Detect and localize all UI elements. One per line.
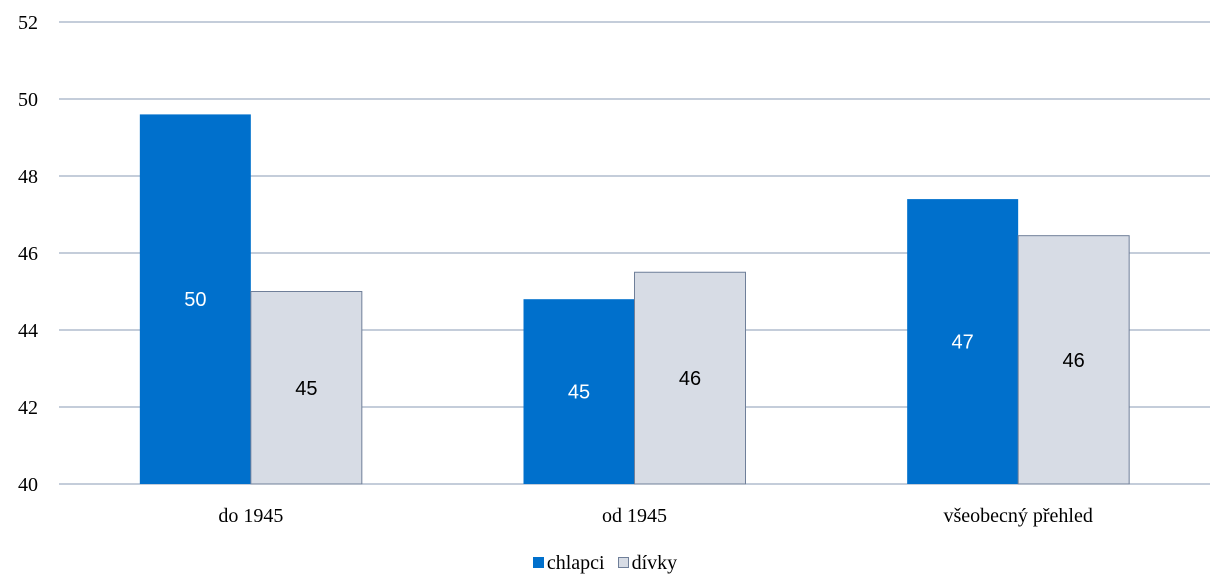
data-label-chlapci-vseobecny-prehled: 47: [952, 332, 974, 354]
y-tick-label-52: 52: [18, 12, 38, 34]
legend-swatch-divky: [617, 557, 629, 568]
data-label-divky-od-1945: 46: [679, 368, 701, 390]
bar-divky-do-1945: [250, 291, 363, 485]
legend: chlapci dívky: [0, 550, 1210, 575]
y-tick-label-44: 44: [18, 320, 38, 342]
data-label-divky-do-1945: 45: [295, 378, 317, 400]
bar-chart: 40 42 44 46 48 50 52 50 45 45 46 47 46 do 1945 od 19…: [18, 12, 1210, 527]
x-tick-label-do-1945: do 1945: [218, 505, 283, 527]
x-tick-label-vseobecny-prehled: všeobecný přehled: [943, 505, 1092, 527]
y-tick-label-48: 48: [18, 166, 38, 188]
legend-label-divky: dívky: [631, 551, 678, 574]
y-tick-label-40: 40: [18, 474, 38, 496]
x-axis: do 1945 od 1945 všeobecný přehled: [218, 505, 1093, 527]
y-tick-label-42: 42: [18, 397, 38, 419]
data-labels: 50 45 45 46 47 46: [184, 289, 1085, 403]
data-label-divky-vseobecny-prehled: 46: [1063, 350, 1085, 372]
bar-chlapci-vseobecny-prehled: [907, 199, 1019, 484]
legend-label-chlapci: chlapci: [546, 551, 605, 574]
y-tick-label-50: 50: [18, 89, 38, 111]
bar-chlapci-do-1945: [139, 114, 251, 485]
bars: [139, 114, 1130, 485]
bar-chlapci-od-1945: [523, 299, 635, 484]
legend-item-chlapci: chlapci: [532, 551, 605, 575]
legend-swatch-chlapci: [532, 557, 544, 568]
data-label-chlapci-do-1945: 50: [184, 289, 206, 311]
x-tick-label-od-1945: od 1945: [602, 505, 667, 527]
y-tick-label-46: 46: [18, 243, 38, 265]
bar-divky-od-1945: [634, 271, 746, 485]
y-axis: 40 42 44 46 48 50 52: [18, 12, 38, 496]
bar-divky-vseobecny-prehled: [1017, 235, 1130, 485]
legend-item-divky: dívky: [617, 551, 678, 575]
data-label-chlapci-od-1945: 45: [568, 382, 590, 404]
